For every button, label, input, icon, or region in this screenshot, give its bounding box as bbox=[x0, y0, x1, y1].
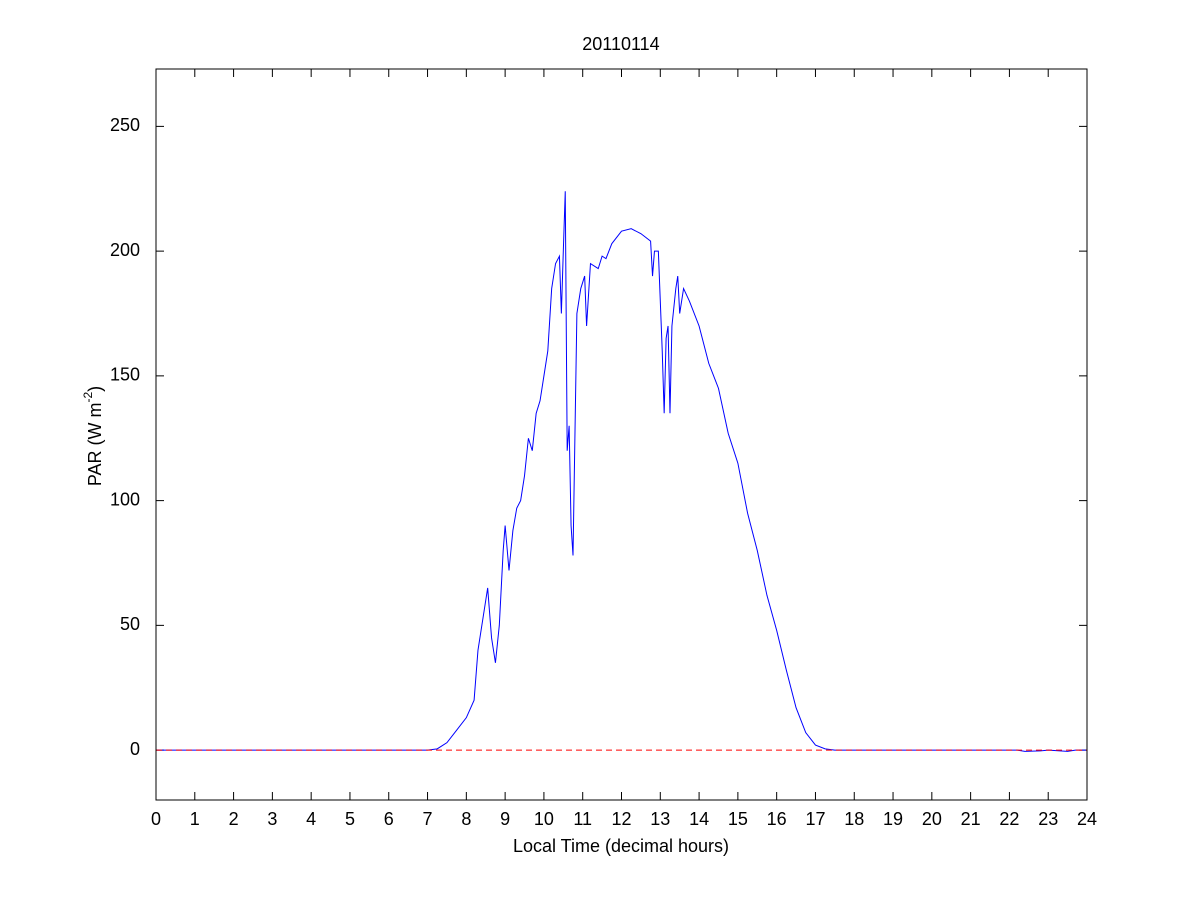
x-tick-label: 3 bbox=[267, 809, 277, 829]
x-tick-label: 10 bbox=[534, 809, 554, 829]
x-tick-label: 17 bbox=[805, 809, 825, 829]
x-tick-label: 13 bbox=[650, 809, 670, 829]
y-tick-label: 0 bbox=[130, 739, 140, 759]
x-tick-label: 0 bbox=[151, 809, 161, 829]
y-tick-label: 50 bbox=[120, 614, 140, 634]
x-tick-label: 2 bbox=[229, 809, 239, 829]
plot-frame bbox=[155, 68, 1088, 801]
y-label-superscript: -2 bbox=[81, 392, 95, 403]
x-tick-label: 24 bbox=[1077, 809, 1097, 829]
x-axis-label: Local Time (decimal hours) bbox=[513, 836, 729, 856]
y-tick-label: 200 bbox=[110, 240, 140, 260]
x-tick-label: 1 bbox=[190, 809, 200, 829]
x-tick-label: 6 bbox=[384, 809, 394, 829]
x-tick-label: 23 bbox=[1038, 809, 1058, 829]
chart-title: 20110114 bbox=[582, 34, 659, 54]
x-tick-label: 19 bbox=[883, 809, 903, 829]
x-tick-label: 11 bbox=[573, 809, 592, 829]
y-tick-label: 250 bbox=[110, 115, 140, 135]
x-tick-label: 21 bbox=[961, 809, 981, 829]
y-tick-label: 150 bbox=[110, 365, 140, 385]
x-tick-label: 5 bbox=[345, 809, 355, 829]
x-tick-label: 20 bbox=[922, 809, 942, 829]
y-tick-label: 100 bbox=[110, 489, 140, 509]
x-tick-label: 12 bbox=[611, 809, 631, 829]
x-tick-label: 9 bbox=[500, 809, 510, 829]
y-axis-label: PAR (W m-2) bbox=[81, 386, 105, 486]
x-tick-label: 15 bbox=[728, 809, 748, 829]
x-tick-label: 4 bbox=[306, 809, 316, 829]
x-tick-label: 8 bbox=[461, 809, 471, 829]
x-tick-label: 14 bbox=[689, 809, 709, 829]
data-line bbox=[156, 191, 1087, 752]
y-label-text: ) bbox=[85, 386, 105, 392]
y-label-text: PAR (W m bbox=[85, 403, 105, 487]
x-tick-label: 22 bbox=[999, 809, 1019, 829]
x-tick-label: 18 bbox=[844, 809, 864, 829]
x-tick-label: 7 bbox=[423, 809, 433, 829]
x-tick-label: 16 bbox=[767, 809, 787, 829]
